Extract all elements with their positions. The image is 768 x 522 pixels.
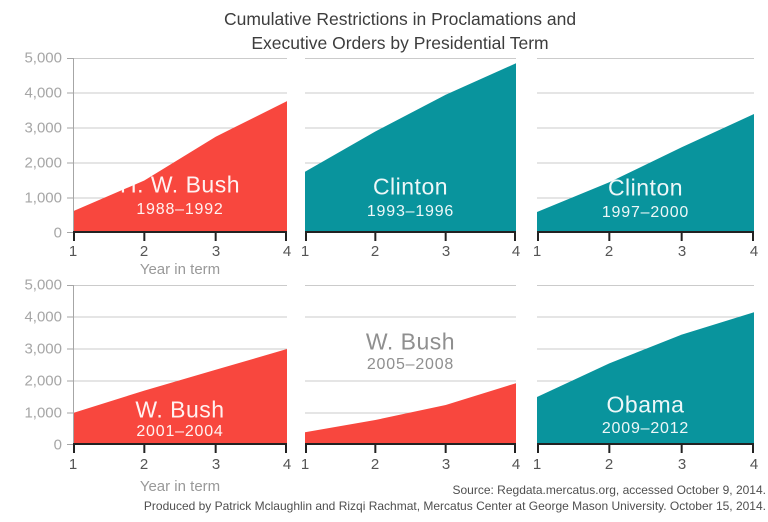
x-tick-label: 4 <box>282 243 292 260</box>
panel-label-name-1: Clinton <box>372 173 449 200</box>
x-tick-label: 4 <box>749 456 759 473</box>
panel-label-years-0: 1988–1992 <box>136 201 224 218</box>
y-tick-label: 2,000 <box>24 154 62 172</box>
x-tick-label: 2 <box>139 243 149 260</box>
panel-label-name-4: W. Bush <box>305 328 516 356</box>
panel-plot-0 <box>67 58 287 241</box>
x-axis-title-row2: Year in term <box>139 478 221 495</box>
y-tick-label: 3,000 <box>24 340 62 358</box>
panel-label-years-1: 1993–1996 <box>366 203 455 220</box>
y-tick-label: 3,000 <box>24 119 62 137</box>
y-tick-label: 0 <box>53 436 62 454</box>
x-tick-label: 3 <box>211 243 221 260</box>
y-tick-label: 1,000 <box>24 404 62 422</box>
x-tick-label: 1 <box>68 456 78 473</box>
x-tick-label: 2 <box>139 456 149 473</box>
panel-plot-2 <box>537 58 754 241</box>
x-tick-label: 4 <box>749 243 759 260</box>
y-tick-label: 0 <box>53 224 62 242</box>
y-tick-label: 5,000 <box>24 49 62 67</box>
x-tick-label: 2 <box>604 456 614 473</box>
panel-plot-1 <box>305 58 516 241</box>
panel-plot-5 <box>537 285 754 453</box>
chart-title-line2: Executive Orders by Presidential Term <box>251 33 549 53</box>
area-shape-2 <box>537 114 754 233</box>
panel-label-name-2: Clinton <box>607 174 684 201</box>
area-shape-1 <box>305 63 516 233</box>
x-tick-label: 3 <box>441 243 451 260</box>
chart-title-line1: Cumulative Restrictions in Proclamations… <box>223 9 577 29</box>
credit-note: Produced by Patrick Mclaughlin and Rizqi… <box>143 499 766 513</box>
x-tick-label: 1 <box>532 456 542 473</box>
panel-label-name-0: H. W. Bush <box>119 171 241 198</box>
panel-label-name-3: W. Bush <box>135 396 225 423</box>
panel-label-years-3: 2001–2004 <box>136 423 224 440</box>
x-tick-label: 1 <box>532 243 542 260</box>
y-tick-label: 4,000 <box>24 308 62 326</box>
panel-label-years-5: 2009–2012 <box>601 420 690 437</box>
x-tick-label: 3 <box>677 456 687 473</box>
panel-label-years-2: 1997–2000 <box>601 204 690 221</box>
x-tick-label: 3 <box>211 456 221 473</box>
x-tick-label: 3 <box>441 456 451 473</box>
y-tick-label: 1,000 <box>24 189 62 207</box>
x-tick-label: 4 <box>511 456 521 473</box>
x-axis-title-row1: Year in term <box>139 261 221 278</box>
x-tick-label: 2 <box>370 243 380 260</box>
x-tick-label: 2 <box>604 243 614 260</box>
x-tick-label: 1 <box>68 243 78 260</box>
y-tick-label: 4,000 <box>24 84 62 102</box>
area-shape-3 <box>73 349 287 445</box>
panel-label-years-4: 2005–2008 <box>305 356 516 374</box>
x-tick-label: 4 <box>511 243 521 260</box>
panel-plot-4 <box>305 285 516 453</box>
x-tick-label: 1 <box>300 456 310 473</box>
x-tick-label: 4 <box>282 456 292 473</box>
area-shape-5 <box>537 312 754 445</box>
x-tick-label: 1 <box>300 243 310 260</box>
panel-label-name-5: Obama <box>606 391 685 418</box>
area-shape-4 <box>305 383 516 445</box>
x-tick-label: 3 <box>677 243 687 260</box>
x-tick-label: 2 <box>370 456 380 473</box>
source-note: Source: Regdata.mercatus.org, accessed O… <box>452 483 766 497</box>
y-tick-label: 5,000 <box>24 276 62 294</box>
area-shape-0 <box>73 101 287 233</box>
y-tick-label: 2,000 <box>24 372 62 390</box>
panel-plot-3 <box>67 285 287 453</box>
